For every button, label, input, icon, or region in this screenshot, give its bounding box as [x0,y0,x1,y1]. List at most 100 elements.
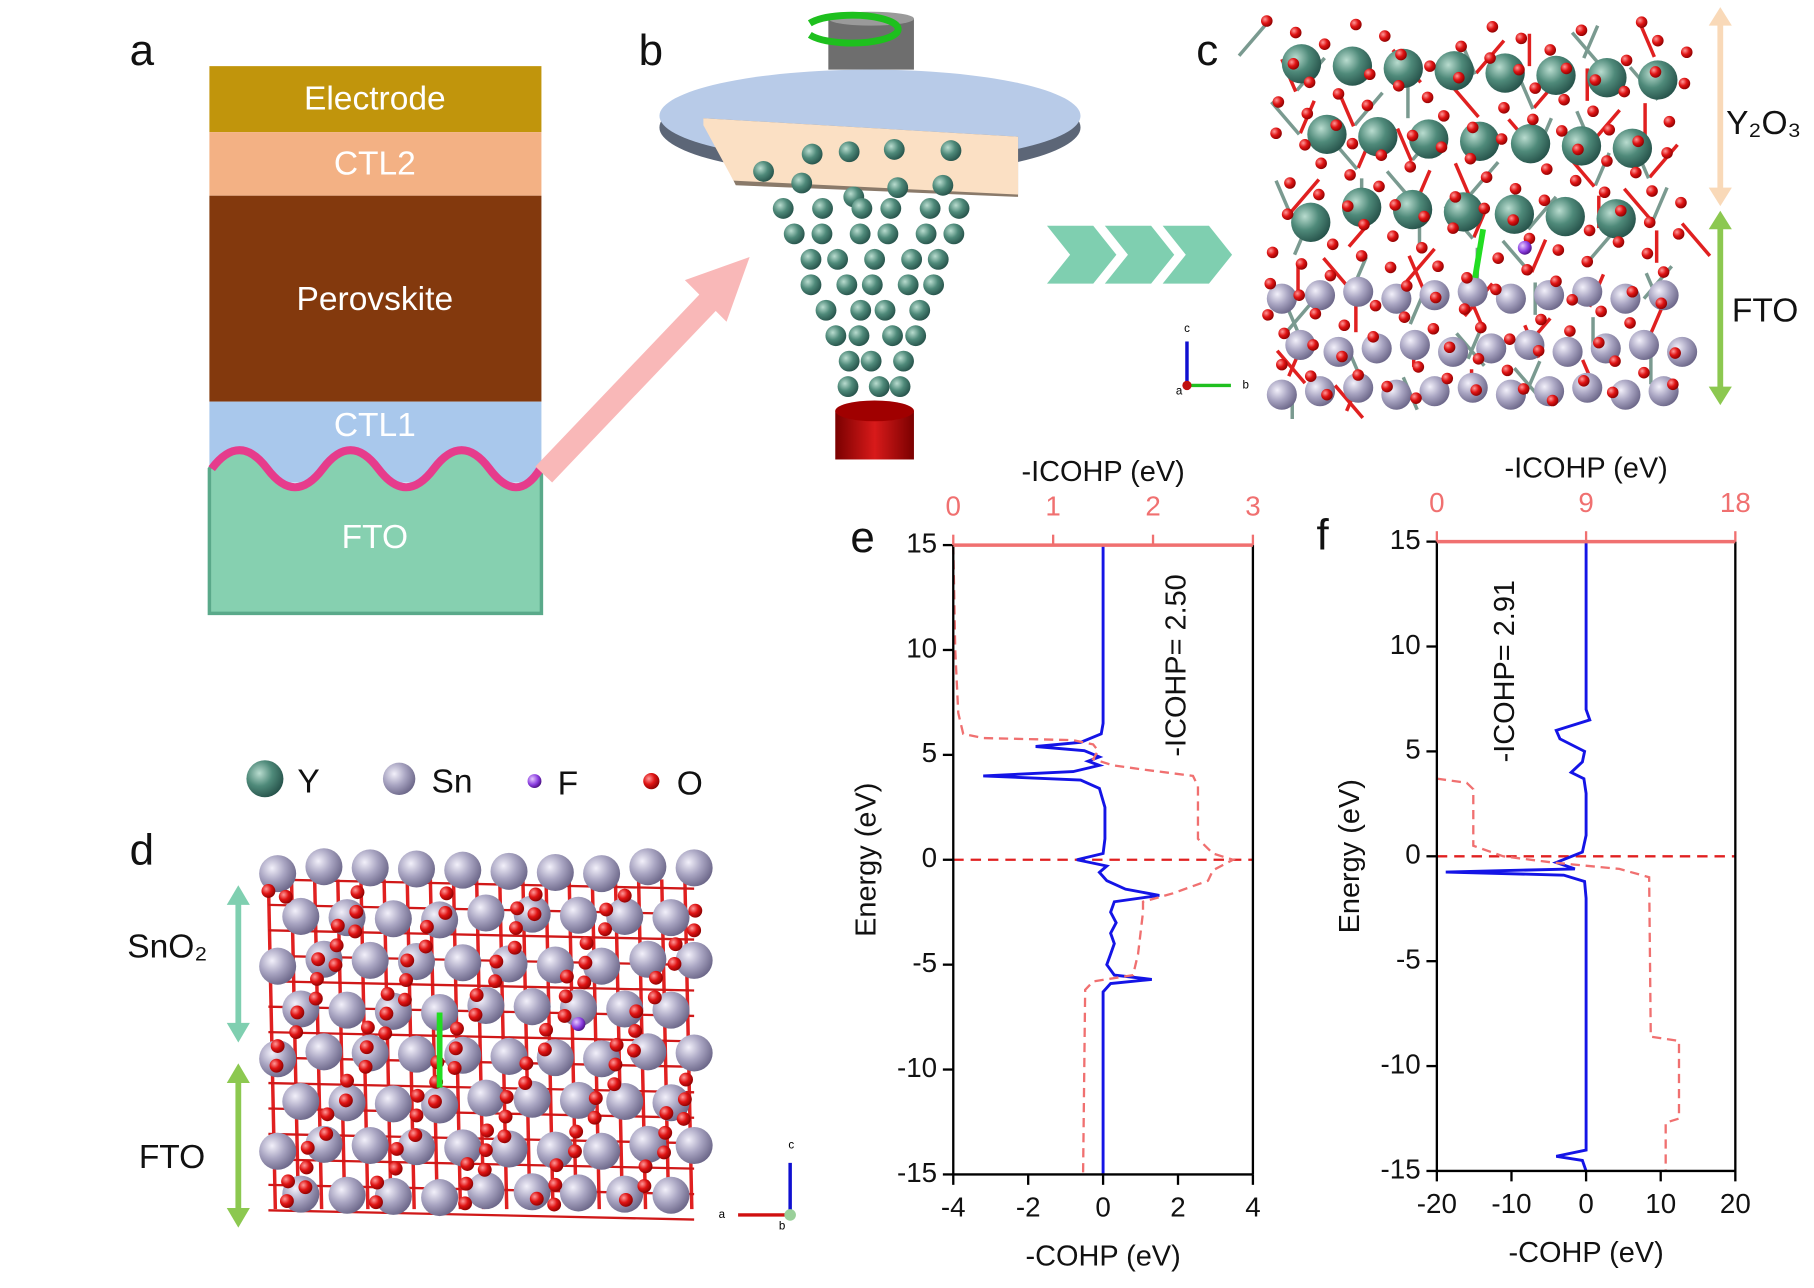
atom-sn [606,897,644,935]
atom-o [547,1197,562,1212]
bond [268,878,695,890]
atom-y [1638,60,1678,100]
atom-o [659,1106,674,1121]
bond [336,879,347,1210]
atom-o [1470,384,1482,396]
y-tick-label: -15 [897,1157,937,1188]
atom-o [1262,309,1274,321]
atom-o [1261,15,1273,27]
bond [1530,238,1548,273]
x2-tick-label: 0 [1429,487,1444,518]
panel-label: e [850,513,874,562]
bond [1453,162,1471,197]
x-tick-label: 0 [1095,1191,1110,1222]
atom-o [1630,166,1642,179]
atom-o [1609,355,1621,367]
atom-o [1398,311,1411,323]
atom-o [1498,101,1510,114]
atom-o [1517,383,1530,395]
atom-o [358,1059,373,1074]
atom-y [1494,194,1535,234]
atom-o [578,955,593,970]
atom-o [290,1005,305,1020]
atom-o [559,969,574,984]
atom-sn [259,855,297,893]
atom-o [518,1076,533,1090]
atom-sn [513,988,551,1026]
atom-o [1556,125,1568,137]
y-tick-label: 15 [1390,524,1421,555]
atom-o [497,1129,512,1144]
atom-y [1332,46,1373,86]
particle [825,325,847,347]
atom-o [598,922,612,937]
y-axis-label: Energy (eV) [850,783,882,937]
particle [901,248,923,270]
atom-sn [629,848,667,886]
atom-o [1503,333,1516,345]
atom-sn [467,1079,505,1117]
atom-sn [1381,283,1412,314]
atom-o [1303,76,1316,89]
atom-sn [1304,280,1336,311]
atom-o [1352,369,1364,381]
atom-sn [1572,276,1603,307]
atom-o [1455,40,1467,53]
particle [848,325,870,347]
particle [883,139,905,160]
arrow-head [226,885,250,905]
bond [1622,187,1654,223]
bond [1648,143,1679,179]
atom-o [320,1107,335,1122]
layer-label: Electrode [304,81,446,118]
atom-o [537,1042,552,1057]
series-line [1436,777,1681,1171]
atom-sn [1266,283,1297,314]
layer-label: FTO [139,1139,205,1176]
atom-sn [444,944,482,982]
atom-o [608,1057,623,1072]
atom-o [319,1127,334,1141]
x-tick-label: 20 [1720,1188,1751,1219]
atom-o [1486,21,1499,33]
atom-o [1667,378,1679,391]
atom-o [1458,303,1471,315]
atom-y [1358,117,1398,157]
chevron [1104,225,1175,284]
atom-sn [467,1172,505,1210]
atom-o [329,938,344,953]
axis-label: b [1242,379,1248,391]
atom-o [507,940,522,955]
atom-o [1387,230,1399,242]
atom-sn [259,1040,297,1078]
atom-o [379,1006,394,1021]
atom-sn [351,849,389,887]
atom-o [298,1180,313,1195]
atom-o [1381,380,1393,393]
atom-o [338,1093,353,1108]
atom-sn [583,855,621,893]
atom-o [1400,280,1413,292]
atom-o [529,1191,544,1206]
x-tick-label: -2 [1016,1191,1041,1222]
atom-o [617,888,632,903]
atom-o [400,953,415,968]
y-tick-label: 5 [922,737,937,768]
atom-sn [328,1176,366,1214]
atom-o [1307,339,1319,351]
particle [837,376,859,398]
atom-o [1535,313,1547,326]
atom-o [1566,294,1578,306]
atom-o [311,952,326,967]
atom-o [1304,370,1317,382]
atom-o [599,902,614,917]
atom-o [1326,238,1339,251]
atom-o [1384,261,1397,274]
atom-o [380,987,395,1001]
x2-tick-label: 0 [946,490,961,521]
atom-o [1641,247,1654,260]
atom-o [1318,38,1331,50]
y-tick-label: -10 [897,1052,937,1083]
atom-o [498,1109,513,1124]
